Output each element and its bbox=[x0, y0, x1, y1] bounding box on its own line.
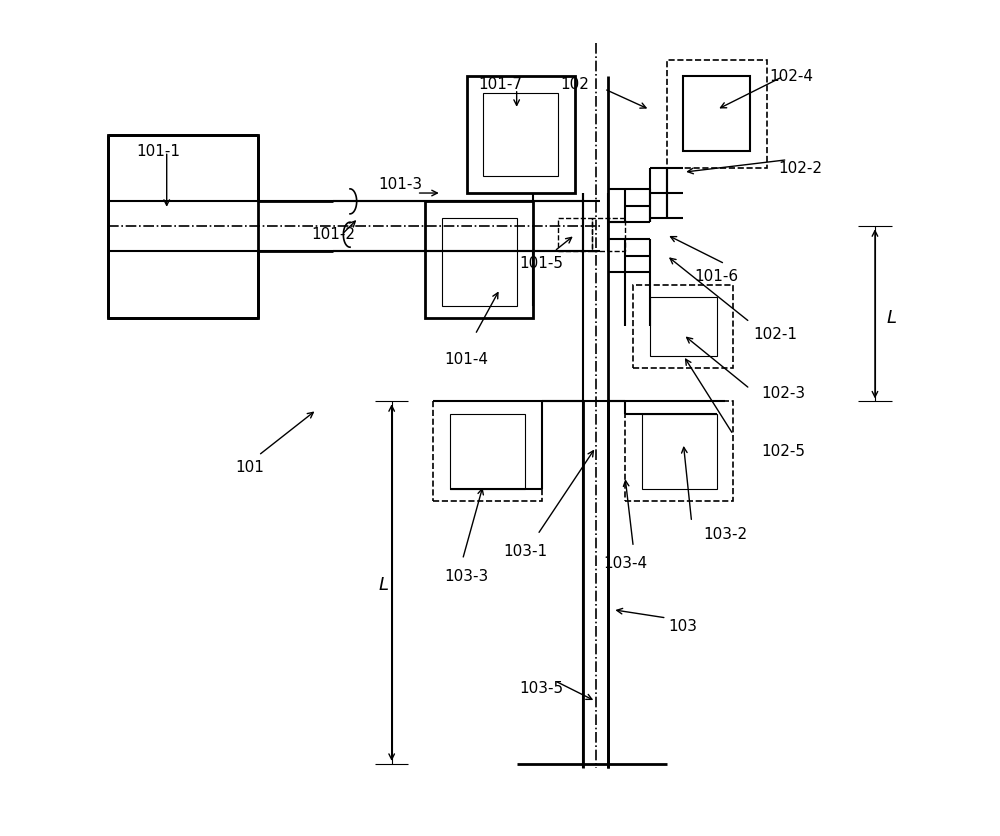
Bar bbox=[483, 93, 558, 176]
Text: 103-1: 103-1 bbox=[503, 543, 547, 558]
Text: 102-5: 102-5 bbox=[761, 444, 805, 459]
Text: 101-6: 101-6 bbox=[695, 269, 739, 284]
Text: 102-3: 102-3 bbox=[761, 385, 805, 400]
Text: L: L bbox=[887, 309, 897, 327]
Bar bbox=[433, 401, 542, 502]
Text: 102-1: 102-1 bbox=[753, 327, 797, 342]
Bar bbox=[450, 414, 525, 489]
Bar bbox=[650, 297, 717, 355]
Bar bbox=[592, 218, 625, 252]
Text: 103-2: 103-2 bbox=[703, 528, 747, 543]
Text: 103-4: 103-4 bbox=[603, 556, 647, 571]
Text: 103-3: 103-3 bbox=[445, 568, 489, 584]
Bar bbox=[442, 218, 517, 305]
Text: 102: 102 bbox=[561, 77, 589, 92]
Text: 102-2: 102-2 bbox=[778, 161, 822, 176]
Bar bbox=[633, 285, 733, 368]
Bar bbox=[467, 76, 575, 193]
Text: 101-4: 101-4 bbox=[445, 352, 489, 367]
Text: 101: 101 bbox=[236, 461, 264, 476]
Text: 101-5: 101-5 bbox=[520, 257, 564, 272]
Text: L: L bbox=[378, 576, 388, 594]
Bar bbox=[425, 201, 533, 318]
Text: 101-3: 101-3 bbox=[378, 177, 422, 192]
Bar bbox=[558, 218, 592, 252]
Text: 103-5: 103-5 bbox=[520, 681, 564, 696]
Bar bbox=[683, 76, 750, 151]
Bar bbox=[108, 135, 258, 318]
Text: 102-4: 102-4 bbox=[770, 69, 814, 84]
Bar bbox=[667, 59, 767, 168]
Text: 101-7: 101-7 bbox=[478, 77, 522, 92]
Bar bbox=[642, 414, 717, 489]
Text: 103: 103 bbox=[669, 619, 698, 634]
Text: 101-1: 101-1 bbox=[136, 144, 180, 159]
Bar bbox=[625, 401, 733, 502]
Text: 101-2: 101-2 bbox=[311, 227, 355, 242]
